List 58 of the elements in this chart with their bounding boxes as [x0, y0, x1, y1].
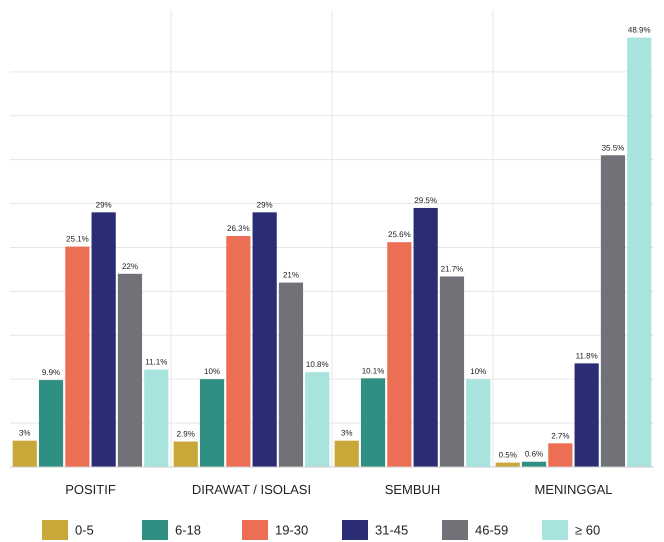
bar	[466, 379, 490, 467]
data-label: 25.6%	[388, 230, 411, 240]
data-label: 11.1%	[145, 358, 168, 367]
legend-label: 46-59	[475, 522, 508, 538]
data-label: 10%	[204, 367, 220, 376]
bar	[627, 38, 652, 467]
bar	[144, 370, 168, 467]
data-label: 21.7%	[440, 264, 464, 274]
x-tick-label: SEMBUH	[384, 482, 440, 497]
data-label: 0.5%	[498, 450, 517, 460]
bar	[360, 378, 386, 467]
bar	[252, 212, 277, 467]
data-label: 22%	[122, 262, 138, 271]
data-label: 29.5%	[414, 196, 437, 205]
data-label: 9.9%	[42, 368, 60, 378]
bar	[574, 363, 599, 467]
legend-label: 19-30	[275, 522, 308, 538]
data-label: 10.8%	[306, 360, 329, 370]
bar	[38, 380, 64, 467]
data-label: 3%	[18, 428, 31, 438]
x-tick-label: POSITIF	[65, 482, 116, 497]
data-label: 48.9%	[628, 26, 651, 35]
bar	[174, 442, 198, 467]
data-label: 29%	[96, 200, 112, 210]
data-label: 3%	[340, 428, 353, 438]
data-label: 26.3%	[227, 224, 250, 234]
legend-label: 31-45	[375, 522, 408, 538]
bar	[305, 372, 330, 467]
data-label: 10%	[470, 367, 486, 376]
bar	[226, 236, 250, 467]
legend-label: ≥ 60	[575, 522, 600, 538]
x-tick-label: DIRAWAT / ISOLASI	[192, 482, 312, 497]
bar	[118, 274, 142, 467]
data-label: 10.1%	[362, 366, 384, 376]
data-label: 2.7%	[551, 431, 570, 440]
bar	[387, 242, 412, 467]
data-label: 29%	[256, 200, 273, 210]
legend-label: 0-5	[75, 522, 94, 538]
data-label: 35.5%	[602, 143, 624, 152]
data-label: 11.8%	[576, 351, 598, 360]
bar	[92, 212, 116, 467]
legend-label: 6-18	[175, 522, 202, 538]
bar	[496, 462, 520, 467]
data-label: 21%	[282, 270, 299, 280]
bar	[414, 208, 438, 467]
bar	[548, 443, 572, 467]
bar	[65, 246, 90, 467]
bar	[334, 440, 359, 467]
bar	[12, 440, 37, 467]
x-tick-label: MENINGGAL	[534, 482, 613, 497]
data-label: 0.6%	[524, 450, 544, 459]
bar	[440, 276, 464, 467]
bar	[600, 155, 626, 467]
bar	[200, 379, 224, 467]
data-label: 2.9%	[176, 430, 195, 439]
bar	[278, 282, 304, 467]
bar	[522, 462, 546, 467]
data-label: 25.1%	[66, 234, 89, 244]
